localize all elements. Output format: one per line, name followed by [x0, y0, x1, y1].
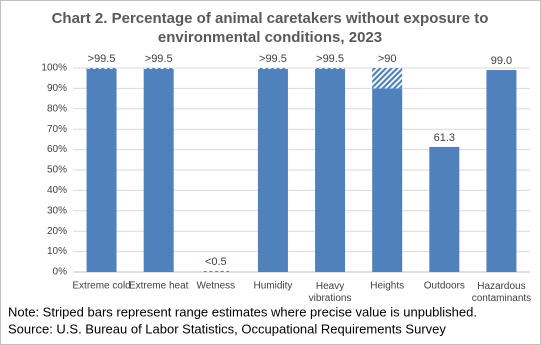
x-tick-label: Wetness [196, 281, 235, 292]
x-tick-label: Hazardous contaminants [472, 281, 531, 304]
y-tick-label: 60% [47, 144, 67, 155]
bar [315, 69, 346, 273]
y-tick-label: 100% [41, 63, 67, 74]
x-tick-label: Outdoors [424, 281, 465, 292]
y-tick-label: 50% [47, 165, 67, 176]
range-bar [143, 68, 174, 70]
x-tick-label: Heights [370, 281, 404, 292]
value-label: >99.5 [88, 53, 116, 65]
range-bar [86, 68, 117, 70]
y-tick-label: 30% [47, 205, 67, 216]
x-tick-label: Heavy vibrations [309, 281, 352, 304]
range-bar [200, 270, 231, 272]
bar [429, 146, 460, 272]
note: Note: Striped bars represent range estim… [8, 304, 477, 319]
chart-title: Chart 2. Percentage of animal caretakers… [52, 10, 489, 27]
value-label: >99.5 [259, 53, 287, 65]
bar [143, 69, 174, 273]
x-tick-label: Extreme heat [129, 281, 189, 292]
x-tick-label: Humidity [253, 281, 292, 292]
chart-title: environmental conditions, 2023 [158, 29, 382, 46]
value-label: 61.3 [434, 132, 455, 144]
y-tick-label: 40% [47, 185, 67, 196]
value-label: >90 [378, 53, 397, 65]
y-tick-label: 20% [47, 226, 67, 237]
value-label: >99.5 [316, 53, 344, 65]
value-label: <0.5 [205, 256, 227, 268]
y-tick-label: 10% [47, 246, 67, 257]
value-label: >99.5 [145, 53, 173, 65]
range-bar [372, 68, 403, 89]
bar [486, 70, 517, 272]
source: Source: U.S. Bureau of Labor Statistics,… [8, 321, 446, 336]
y-tick-label: 0% [53, 267, 68, 278]
y-tick-label: 70% [47, 124, 67, 135]
x-tick-label: Extreme cold [72, 281, 130, 292]
y-tick-label: 80% [47, 103, 67, 114]
bar [372, 88, 403, 273]
y-tick-label: 90% [47, 83, 67, 94]
range-bar [257, 68, 288, 70]
range-bar [315, 68, 346, 70]
value-label: 99.0 [491, 55, 512, 67]
bar [86, 69, 117, 273]
bar [257, 69, 288, 273]
